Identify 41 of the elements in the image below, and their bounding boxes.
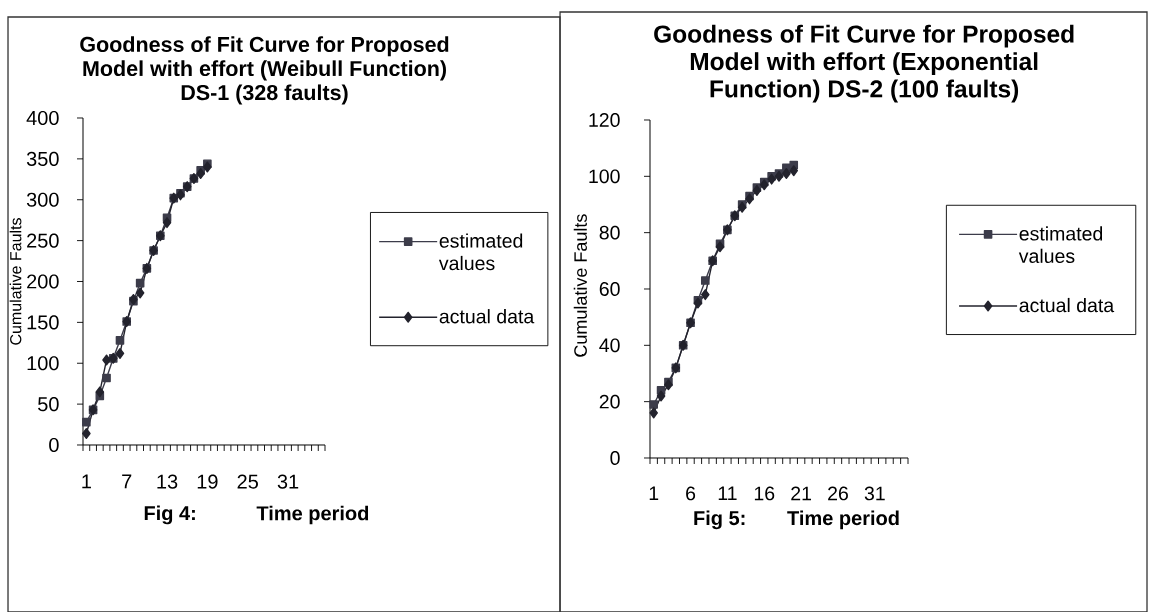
y-tick-label: 60 (599, 282, 620, 296)
y-axis-title: Cumulative Faults (573, 214, 587, 357)
y-tick-label: 50 (38, 397, 59, 412)
y-tick-label: 400 (26, 110, 59, 126)
y-tick-label: 80 (599, 225, 620, 240)
x-axis-title: Time period (787, 510, 899, 530)
chart-title: Goodness of Fit Curve for Proposed Model with effort (Exponential Function) DS-2 (100 faults) (654, 24, 1074, 103)
y-tick-label: 350 (26, 151, 59, 166)
x-tick-label: 6 (686, 486, 696, 501)
y-axis-title: Cumulative Faults (9, 218, 22, 345)
x-tick-label: 31 (864, 486, 885, 501)
x-tick-label: 21 (791, 486, 812, 501)
x-tick-label: 1 (82, 474, 91, 489)
x-tick-label: 13 (157, 474, 178, 489)
x-tick-label: 7 (122, 474, 132, 489)
x-tick-label: 19 (197, 474, 218, 489)
x-axis-title: Time period (256, 505, 369, 525)
x-tick-label: 25 (237, 474, 258, 489)
y-tick-label: 120 (589, 113, 620, 127)
y-tick-label: 300 (26, 192, 59, 207)
caption: Fig 4: (144, 505, 195, 525)
y-tick-label: 100 (589, 169, 620, 184)
legend-label: actual data (1019, 297, 1115, 313)
chart-title: Goodness of Fit Curve for Proposed Model with effort (Weibull Function) DS-1 (328 faults) (80, 36, 449, 105)
y-tick-label: 20 (599, 394, 620, 409)
legend-label: estimated values (1018, 226, 1103, 264)
x-tick-label: 11 (718, 486, 737, 500)
y-tick-label: 40 (599, 338, 620, 353)
legend-label: estimated values (438, 233, 523, 271)
x-tick-label: 31 (277, 474, 299, 489)
x-tick-label: 1 (649, 486, 659, 500)
y-tick-label: 0 (49, 437, 59, 453)
y-tick-label: 200 (27, 274, 59, 289)
x-tick-label: 26 (828, 486, 848, 501)
caption: Fig 5: (694, 510, 745, 530)
y-tick-label: 250 (27, 233, 59, 248)
y-tick-label: 0 (610, 451, 620, 465)
y-tick-label: 150 (27, 315, 59, 330)
legend-label: actual data (439, 309, 535, 324)
x-tick-label: 16 (754, 486, 775, 501)
y-tick-label: 100 (27, 356, 59, 371)
